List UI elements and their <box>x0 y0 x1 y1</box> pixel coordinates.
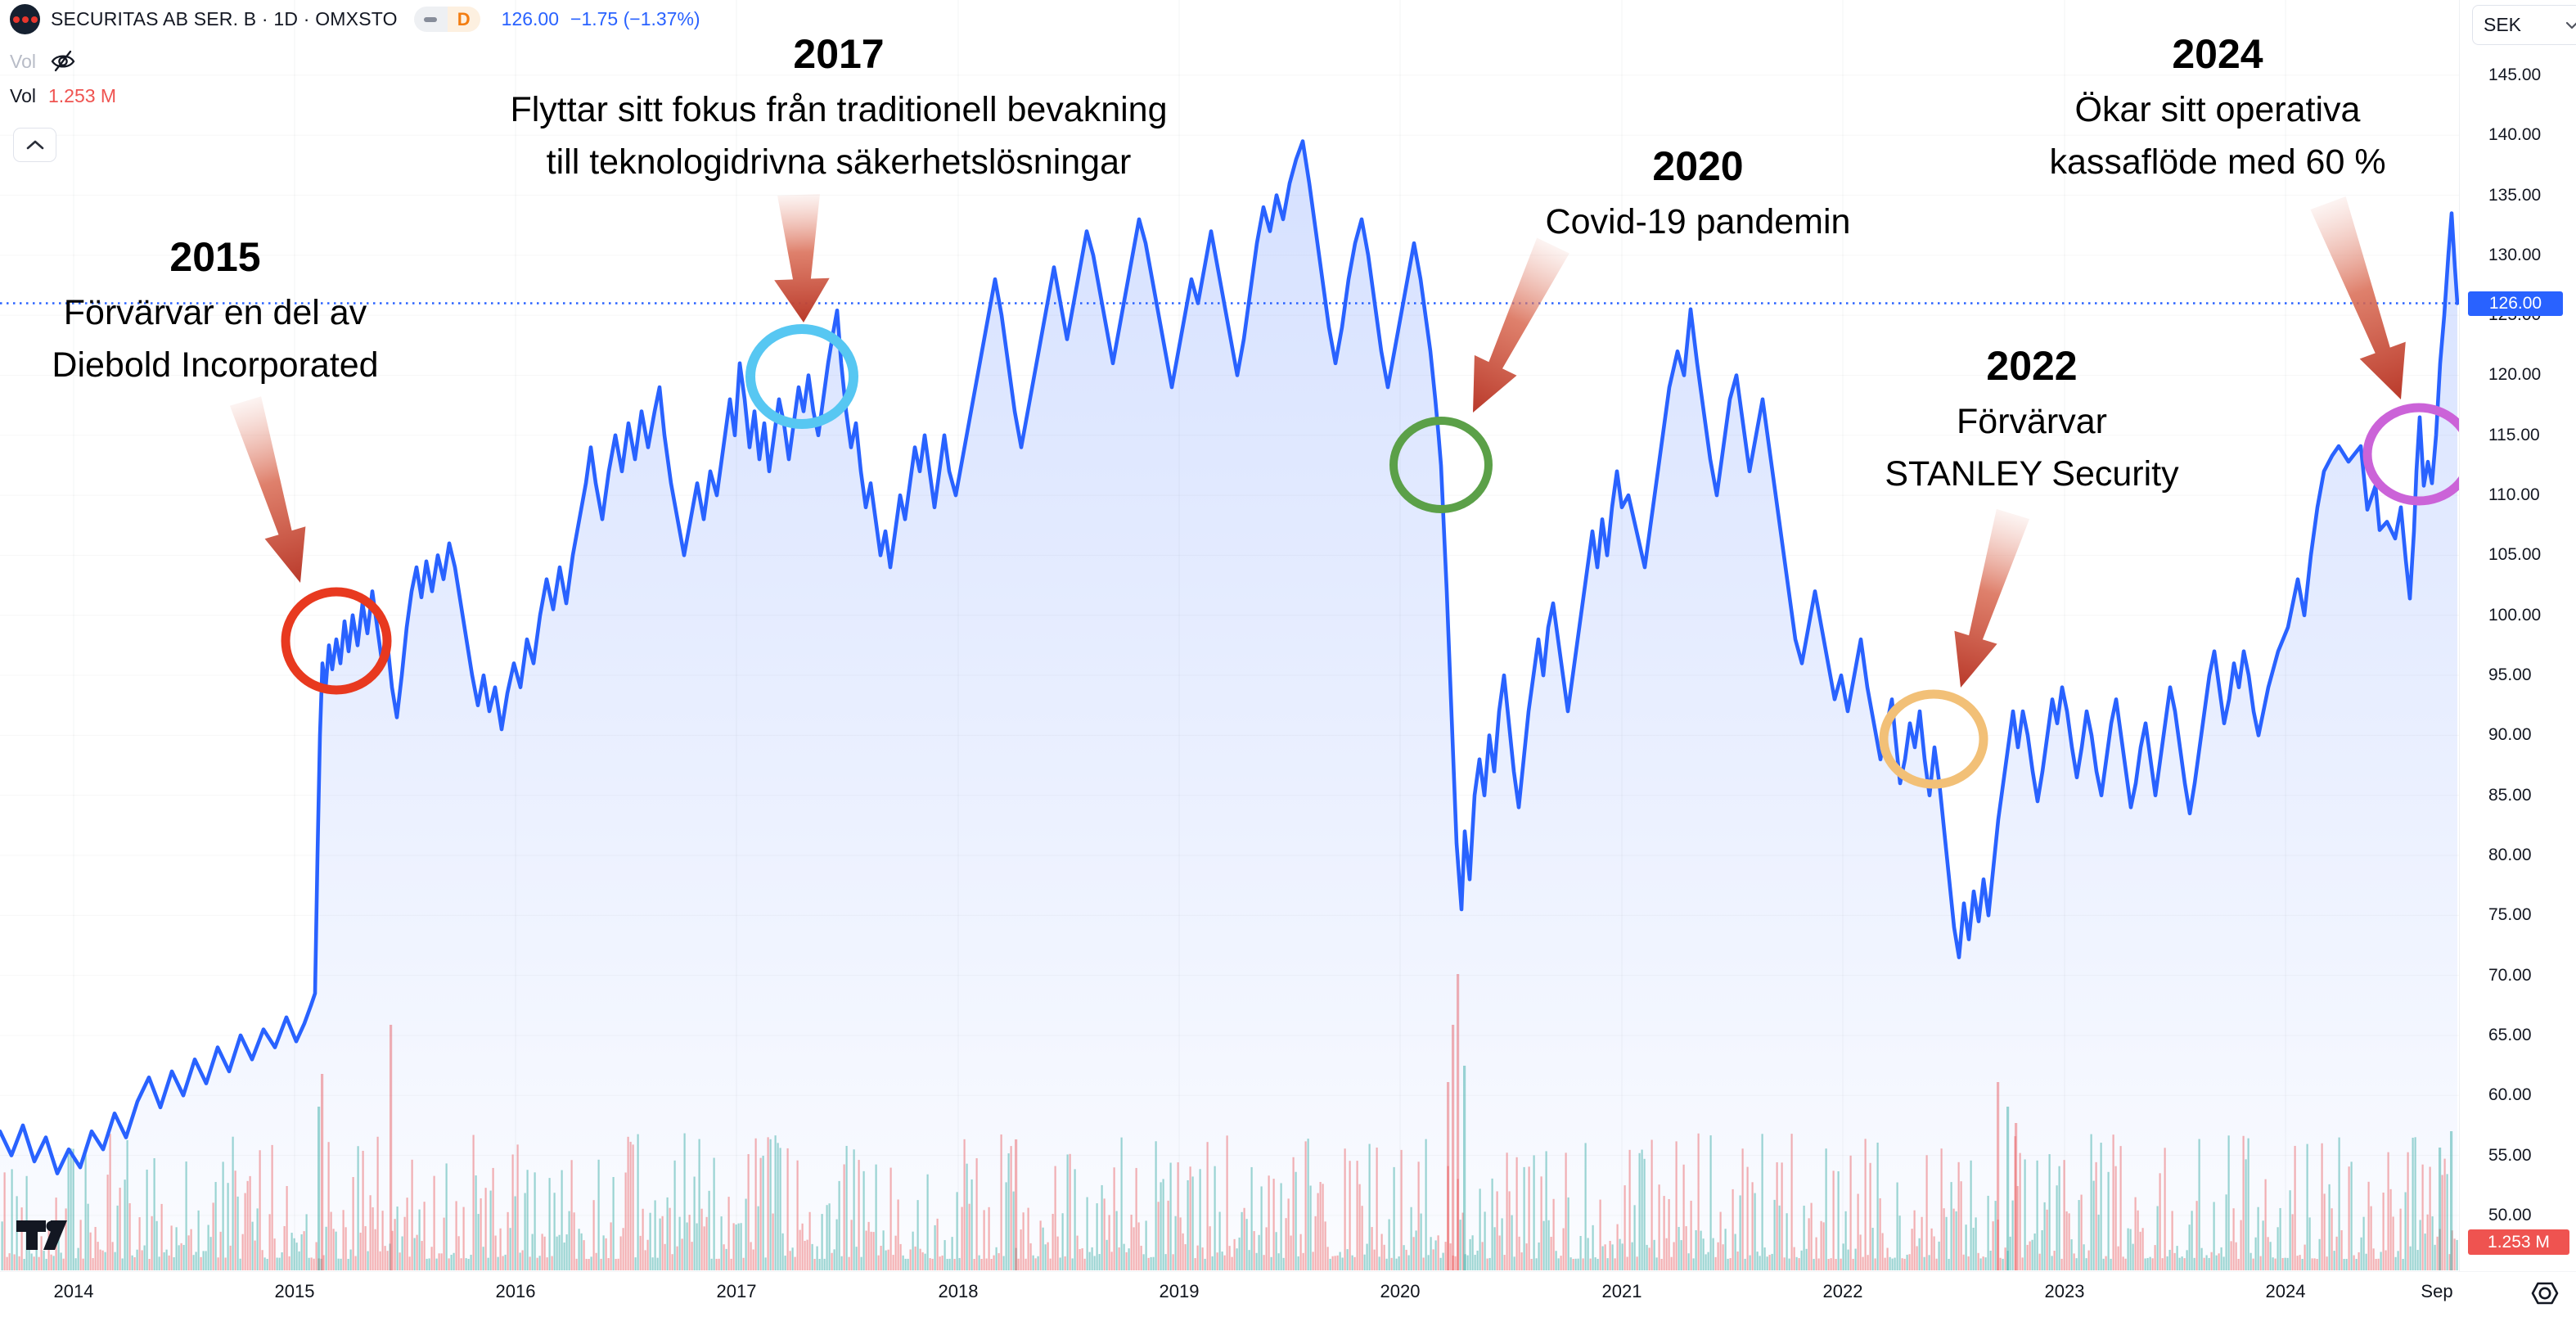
event-circle-2022 <box>1879 689 1988 789</box>
price-tick-label: 60.00 <box>2488 1085 2532 1105</box>
annotation-line: Diebold Incorporated <box>52 345 379 385</box>
price-tick-label: 85.00 <box>2488 785 2532 805</box>
event-arrow-2022 <box>1954 508 2030 688</box>
price-axis[interactable]: SEK 145.00140.00135.00130.00125.00120.00… <box>2459 0 2576 1271</box>
currency-label: SEK <box>2484 14 2522 35</box>
annotation-year: 2020 <box>1652 143 1744 189</box>
time-tick-label: 2016 <box>495 1281 536 1301</box>
price-tick-label: 55.00 <box>2488 1145 2532 1165</box>
annotation-2020: 2020 Covid-19 pandemin <box>1546 143 1851 248</box>
annotation-2022: 2022 Förvärvar STANLEY Security <box>1885 343 2178 500</box>
annotation-year: 2015 <box>169 234 261 280</box>
time-axis[interactable]: 2014 2015 2016 2017 2018 2019 2020 2021 2022 2023… <box>0 1271 2576 1317</box>
symbol-title[interactable]: SECURITAS AB SER. B · 1D · OMXSTO <box>51 8 398 29</box>
annotation-year: 2024 <box>2172 31 2263 77</box>
last-price: 126.00 <box>501 8 560 29</box>
price-line <box>0 139 2460 1175</box>
time-tick-label: 2015 <box>274 1281 315 1301</box>
time-tick-label: 2019 <box>1159 1281 1200 1301</box>
price-tick-label: 90.00 <box>2488 725 2532 745</box>
chevron-down-icon <box>2565 21 2576 29</box>
price-tick-label: 65.00 <box>2488 1025 2532 1044</box>
annotation-line: Förvärvar <box>1957 402 2107 441</box>
price-tick-label: 75.00 <box>2488 905 2532 925</box>
collapse-panel-button[interactable] <box>13 128 56 162</box>
price-tick-label: 135.00 <box>2488 185 2542 205</box>
price-tick-label: 105.00 <box>2488 545 2542 565</box>
settings-button[interactable] <box>2529 1277 2561 1310</box>
time-tick-label: 2014 <box>53 1281 94 1301</box>
event-circle-2017 <box>745 324 858 429</box>
price-tick-label: 80.00 <box>2488 845 2532 864</box>
annotation-year: 2022 <box>1986 343 2078 389</box>
event-circle-2020 <box>1389 417 1493 513</box>
price-tick-label: 140.00 <box>2488 125 2542 145</box>
time-tick-label: 2020 <box>1380 1281 1421 1301</box>
event-arrow-2015 <box>229 396 306 583</box>
price-tick-label: 115.00 <box>2488 425 2540 444</box>
event-arrow-2020 <box>1473 237 1569 413</box>
interval-letter: D <box>447 7 480 32</box>
time-tick-label: 2021 <box>1601 1281 1642 1301</box>
price-tick-label: 145.00 <box>2488 65 2542 84</box>
symbol-header[interactable]: SECURITAS AB SER. B · 1D · OMXSTO D 126.… <box>10 4 700 34</box>
volume-value-row: Vol 1.253 M <box>10 85 116 107</box>
annotation-2015: 2015 Förvärvar en del av Diebold Incorpora… <box>52 234 378 391</box>
price-change: −1.75 (−1.37%) <box>570 8 700 29</box>
volume-axis-badge: 1.253 M <box>2468 1229 2569 1255</box>
annotation-line: Covid-19 pandemin <box>1545 202 1851 241</box>
annotation-line: Förvärvar en del av <box>63 293 367 332</box>
event-circle-2015 <box>281 587 392 695</box>
annotation-line: Flyttar sitt fokus från traditionell bev… <box>510 90 1168 129</box>
gear-icon <box>2531 1282 2559 1305</box>
price-tick-label: 50.00 <box>2488 1205 2532 1225</box>
annotation-2024: 2024 Ökar sitt operativa kassaflöde med 60… <box>2049 31 2385 188</box>
price-tick-label: 100.00 <box>2488 605 2542 625</box>
time-tick-label: 2023 <box>2044 1281 2085 1301</box>
time-tick-label: 2018 <box>938 1281 979 1301</box>
volume-value: 1.253 M <box>47 85 117 106</box>
time-tick-label: 2024 <box>2265 1281 2306 1301</box>
current-price-badge: 126.00 <box>2468 291 2563 316</box>
interval-badge[interactable]: D <box>413 7 480 32</box>
dash-icon <box>413 7 448 32</box>
annotation-2017: 2017 Flyttar sitt fokus från traditionell… <box>510 31 1167 188</box>
price-tick-label: 70.00 <box>2488 965 2532 985</box>
volume-indicator-row: Vol <box>10 49 76 74</box>
chevron-up-icon <box>26 140 43 150</box>
price-tick-label: 130.00 <box>2488 245 2542 264</box>
price-tick-label: 110.00 <box>2488 485 2540 505</box>
price-tick-label: 95.00 <box>2488 665 2532 685</box>
eye-off-icon[interactable] <box>50 49 76 74</box>
price-readout: 126.00 −1.75 (−1.37%) <box>502 8 700 30</box>
tradingview-logo[interactable] <box>16 1218 69 1252</box>
currency-selector[interactable]: SEK <box>2472 5 2576 45</box>
time-tick-label: 2017 <box>716 1281 757 1301</box>
time-tick-label: Sep <box>2421 1281 2453 1301</box>
price-area-fill <box>0 141 2457 1270</box>
event-arrow-2024 <box>2310 196 2406 399</box>
event-arrow-2017 <box>774 194 830 322</box>
annotation-line: Ökar sitt operativa <box>2074 90 2361 129</box>
volume-label: Vol <box>10 85 36 106</box>
price-tick-label: 120.00 <box>2488 365 2542 385</box>
annotation-line: till teknologidrivna säkerhetslösningar <box>546 142 1132 182</box>
annotation-line: STANLEY Security <box>1885 454 2179 494</box>
annotation-line: kassaflöde med 60 % <box>2049 142 2386 182</box>
annotation-year: 2017 <box>793 31 885 77</box>
time-tick-label: 2022 <box>1822 1281 1863 1301</box>
volume-indicator-label: Vol <box>10 50 36 72</box>
securitas-logo-icon <box>10 4 40 34</box>
